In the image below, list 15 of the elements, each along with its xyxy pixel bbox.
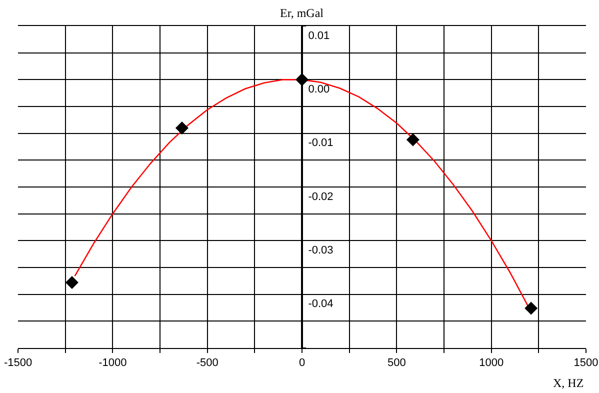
y-tick-label: 0.01 (308, 30, 330, 42)
y-tick-label: -0.01 (308, 137, 334, 150)
y-tick-label: 0.00 (308, 84, 330, 96)
x-tick-label: 500 (387, 357, 406, 370)
x-tick-label: 1500 (574, 357, 598, 370)
y-tick-label: -0.02 (308, 190, 334, 203)
y-axis-title: Er, mGal (280, 6, 324, 20)
x-tick-label: 1000 (479, 357, 504, 370)
x-tick-label: -500 (196, 357, 218, 370)
x-axis-title: X, HZ (553, 376, 584, 390)
x-tick-label: 0 (298, 357, 306, 370)
y-tick-label: -0.03 (308, 244, 334, 257)
x-tick-label: -1000 (98, 357, 127, 370)
y-tick-label: -0.04 (308, 298, 334, 310)
x-tick-label: -1500 (4, 357, 32, 370)
